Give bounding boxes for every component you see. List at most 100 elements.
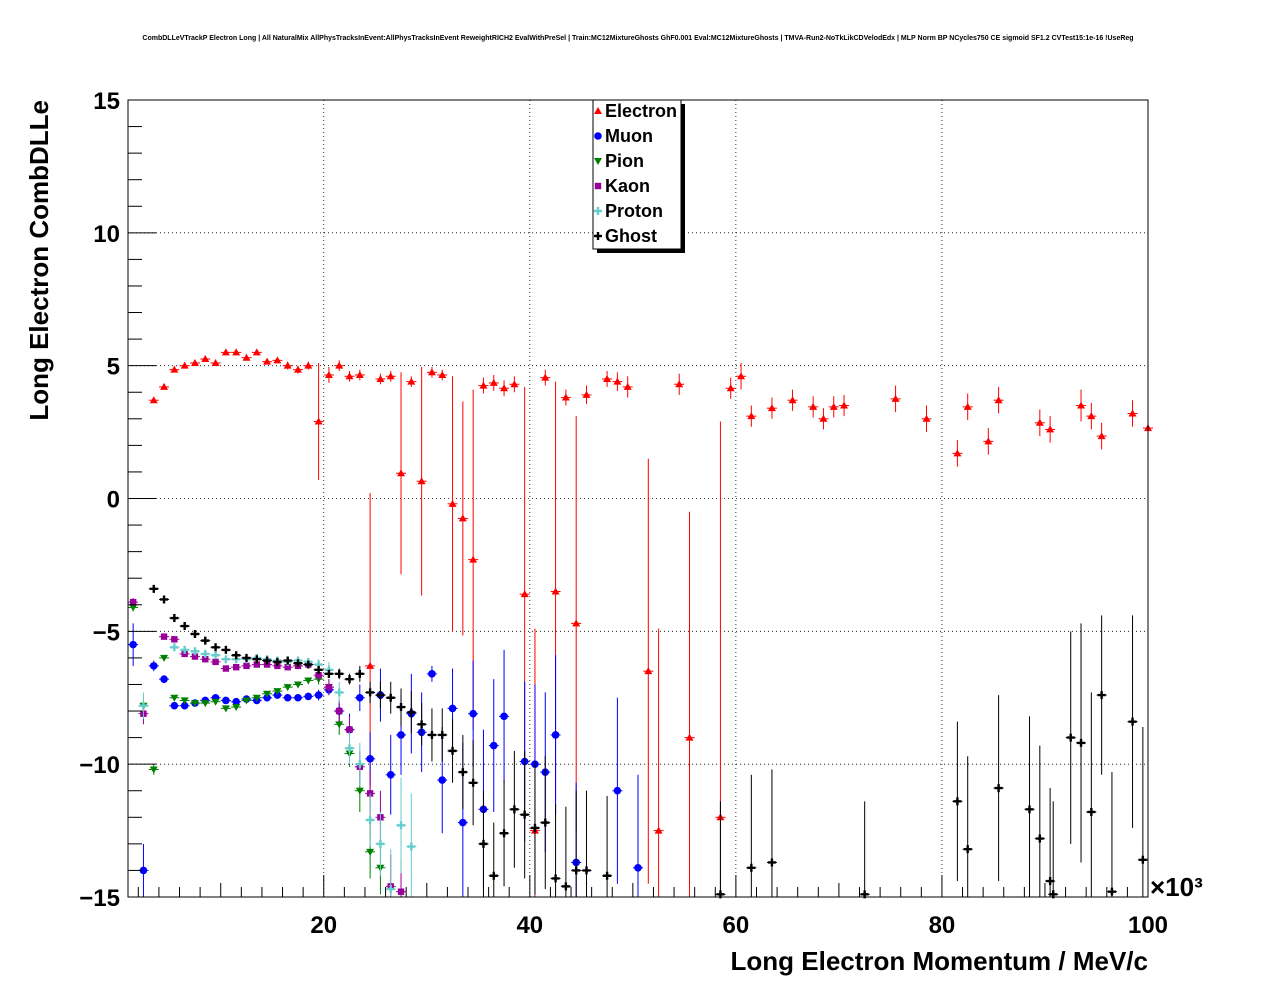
- data-point: [314, 665, 323, 674]
- data-point: [180, 701, 189, 710]
- data-point: [603, 374, 612, 382]
- data-point: [252, 348, 261, 356]
- data-point: [304, 677, 313, 685]
- data-point: [747, 863, 756, 872]
- data-point: [407, 708, 416, 717]
- data-point: [458, 768, 467, 777]
- legend-box: [592, 99, 682, 250]
- data-point: [129, 604, 138, 612]
- data-point: [1046, 877, 1055, 886]
- data-point: [726, 384, 735, 392]
- data-point: [170, 643, 179, 652]
- data-point: [860, 890, 869, 899]
- data-point: [551, 874, 560, 883]
- data-point: [149, 584, 158, 593]
- data-point: [263, 690, 272, 698]
- data-point: [170, 614, 179, 623]
- data-point: [211, 698, 220, 706]
- data-point: [243, 662, 250, 670]
- data-point: [376, 839, 385, 848]
- data-point: [252, 694, 261, 702]
- data-point: [149, 396, 158, 404]
- data-point: [294, 365, 302, 373]
- data-point: [345, 372, 354, 380]
- data-point: [242, 353, 251, 361]
- data-point: [819, 414, 828, 422]
- y-tick-label: −10: [79, 752, 120, 779]
- data-point: [582, 866, 591, 875]
- data-point: [386, 770, 395, 779]
- data-point: [623, 382, 632, 390]
- y-tick-label: 5: [107, 354, 120, 381]
- data-point: [304, 361, 313, 369]
- data-point: [1128, 409, 1137, 417]
- data-point: [232, 697, 240, 706]
- data-point: [325, 683, 333, 691]
- data-point: [201, 649, 210, 658]
- legend-label: Ghost: [605, 226, 657, 246]
- legend-marker: [594, 182, 602, 190]
- data-point: [366, 755, 374, 763]
- data-point: [314, 691, 323, 699]
- data-point: [1066, 733, 1075, 742]
- data-point: [160, 595, 169, 604]
- data-point: [160, 633, 168, 640]
- data-point: [520, 590, 529, 598]
- data-point: [284, 663, 291, 671]
- data-point: [448, 499, 457, 507]
- data-point: [294, 659, 302, 668]
- data-point: [417, 477, 426, 485]
- data-point: [994, 396, 1003, 404]
- data-point: [160, 382, 169, 390]
- data-point: [335, 721, 344, 729]
- data-point: [335, 688, 344, 697]
- data-point: [603, 871, 612, 880]
- data-point: [685, 733, 694, 741]
- data-point: [1097, 691, 1106, 700]
- data-point: [489, 378, 498, 386]
- axis-layer: 20 40 60 80 100 −15 −10 −5 0 5 10 15: [79, 88, 1168, 939]
- data-point: [190, 700, 199, 708]
- data-point: [1077, 401, 1086, 409]
- data-point: [500, 384, 509, 392]
- data-point: [283, 693, 292, 702]
- series-proton: [138, 643, 417, 897]
- data-point: [283, 361, 292, 369]
- data-point: [263, 357, 272, 365]
- data-point: [222, 665, 230, 672]
- data-point: [201, 355, 210, 363]
- series-electron: [148, 348, 1153, 897]
- data-point: [489, 871, 498, 880]
- data-point: [355, 669, 364, 678]
- data-point: [335, 361, 344, 369]
- data-point: [654, 826, 663, 834]
- legend-label: Pion: [605, 151, 644, 171]
- data-point: [427, 368, 436, 376]
- data-point: [551, 731, 560, 739]
- data-point: [160, 675, 168, 683]
- data-point: [1107, 887, 1116, 896]
- data-point: [840, 401, 849, 409]
- data-point: [129, 598, 137, 606]
- data-point: [737, 372, 746, 380]
- data-point: [551, 587, 560, 595]
- data-point: [1138, 855, 1147, 864]
- data-point: [634, 863, 642, 872]
- data-point: [129, 640, 137, 649]
- data-point: [613, 786, 622, 795]
- data-point: [1025, 805, 1034, 814]
- data-point: [582, 390, 591, 398]
- data-point: [211, 651, 220, 660]
- data-point: [366, 815, 375, 824]
- y-tick-label: 0: [107, 487, 120, 514]
- data-point: [335, 669, 344, 678]
- data-point: [201, 636, 210, 645]
- series-kaon: [128, 598, 407, 897]
- data-point: [500, 712, 508, 721]
- data-point: [438, 370, 447, 378]
- data-point: [346, 726, 353, 733]
- data-point: [561, 393, 570, 401]
- legend-marker: [594, 132, 602, 140]
- data-point: [613, 377, 622, 385]
- data-point: [315, 671, 322, 679]
